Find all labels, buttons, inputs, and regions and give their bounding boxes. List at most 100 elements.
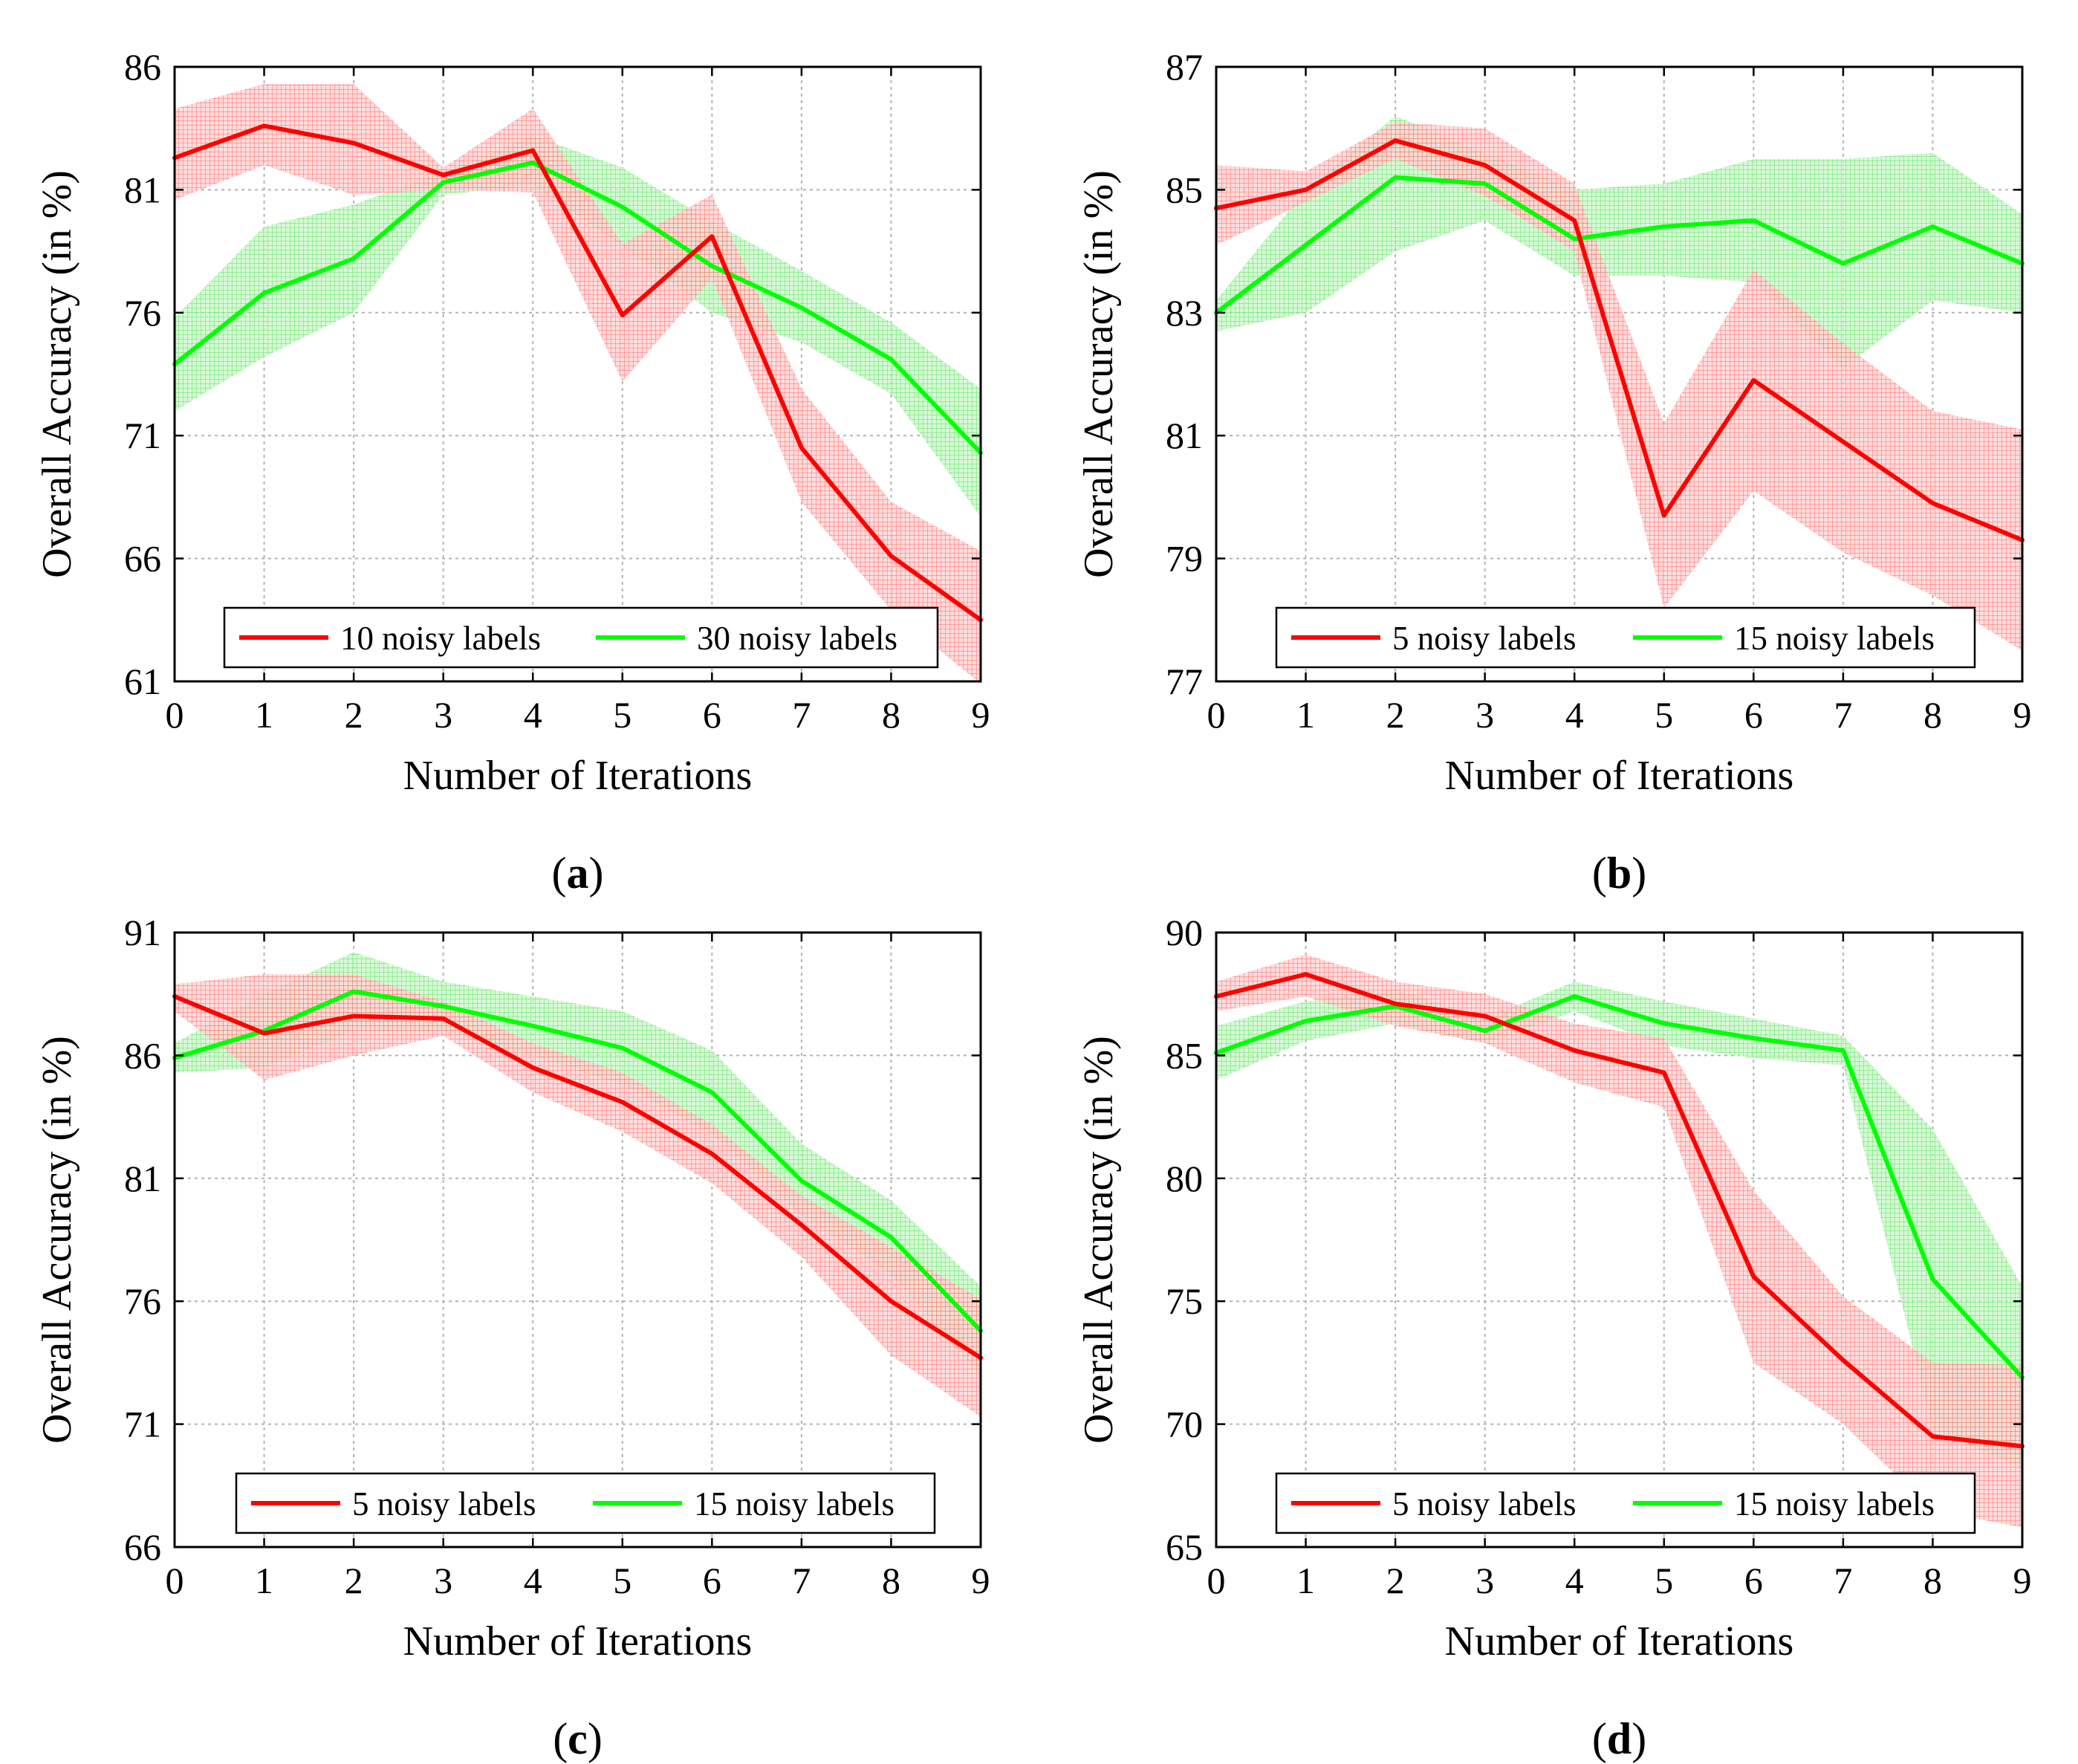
legend-label: 30 noisy labels	[697, 620, 897, 657]
x-tick-label: 8	[882, 1560, 900, 1601]
y-tick-label: 70	[1166, 1404, 1203, 1445]
x-tick-label: 9	[2013, 1560, 2032, 1601]
x-tick-label: 0	[1207, 694, 1226, 736]
y-axis-label: Overall Accuracy (in %)	[1076, 1036, 1122, 1444]
x-tick-label: 8	[1923, 1560, 1942, 1601]
y-tick-label: 86	[124, 46, 161, 88]
chart-panel-b: 0 1 2 3 4 5 6 7 8 9 77 79 81 83 85 87 Number of Iteratio…	[1076, 46, 2032, 898]
x-tick-label: 0	[166, 1560, 184, 1601]
legend-label: 5 noisy labels	[1392, 1485, 1576, 1523]
x-tick-label: 0	[166, 694, 184, 736]
axes-frame	[1215, 65, 2024, 683]
x-tick-label: 3	[434, 1560, 452, 1601]
y-tick-label: 61	[124, 661, 161, 702]
y-axis-label: Overall Accuracy (in %)	[1076, 170, 1122, 578]
x-axis-label: Number of Iterations	[1445, 1618, 1794, 1664]
y-tick-label: 81	[124, 1158, 161, 1199]
series-line-green	[1214, 994, 2025, 1380]
x-axis-label: Number of Iterations	[403, 1618, 753, 1664]
y-tick-label: 76	[124, 1280, 161, 1322]
x-tick-label: 3	[1475, 1560, 1494, 1601]
x-tick-label: 6	[703, 694, 721, 736]
series-line-red	[1214, 972, 2025, 1449]
confidence-band-red	[175, 974, 981, 1417]
x-tick-label: 5	[1655, 1560, 1673, 1601]
axes-frame	[173, 931, 982, 1549]
y-tick-label: 66	[124, 538, 161, 580]
y-tick-label: 90	[1166, 912, 1203, 953]
x-tick-label: 9	[972, 694, 990, 736]
y-tick-label: 75	[1166, 1280, 1203, 1322]
y-tick-label: 76	[124, 292, 161, 334]
x-tick-label: 1	[255, 694, 273, 736]
x-tick-label: 7	[792, 1560, 811, 1601]
x-tick-label: 2	[1386, 694, 1405, 736]
x-tick-label: 2	[1386, 1560, 1405, 1601]
x-tick-label: 1	[1296, 694, 1315, 736]
legend-box	[1275, 1472, 1976, 1534]
x-tick-label: 1	[1296, 1560, 1315, 1601]
panel-label: (b)	[1592, 849, 1646, 898]
panel-label: (a)	[552, 849, 604, 898]
chart-panel-d: 0 1 2 3 4 5 6 7 8 9 65 70 75 80 85 90 Number of Iteratio…	[1076, 912, 2032, 1763]
series-line-green	[172, 160, 983, 455]
y-tick-label: 80	[1166, 1158, 1203, 1199]
chart-panel-c: 0 1 2 3 4 5 6 7 8 9 66 71 76 81 86 91 Number of Iteratio…	[34, 912, 990, 1763]
confidence-band-red	[175, 84, 981, 684]
panel-label: (d)	[1592, 1714, 1646, 1763]
axes-frame	[1215, 931, 2024, 1549]
series-line-red	[172, 994, 983, 1361]
x-tick-label: 6	[703, 1560, 721, 1601]
x-tick-label: 6	[1744, 1560, 1763, 1601]
confidence-band-green	[175, 135, 981, 517]
y-tick-label: 81	[124, 169, 161, 210]
x-tick-label: 4	[1565, 694, 1584, 736]
x-tick-label: 5	[613, 1560, 631, 1601]
x-tick-label: 6	[1744, 694, 1763, 736]
series-line-red	[1214, 138, 2025, 542]
x-tick-label: 9	[972, 1560, 990, 1601]
y-tick-label: 85	[1166, 169, 1203, 210]
y-tick-label: 81	[1166, 415, 1203, 456]
y-tick-label: 87	[1166, 46, 1203, 88]
series-line-green	[172, 989, 983, 1333]
x-tick-label: 4	[524, 1560, 542, 1601]
series-line-green	[1214, 175, 2025, 315]
y-tick-label: 66	[124, 1526, 161, 1568]
x-tick-label: 1	[255, 1560, 273, 1601]
y-tick-label: 85	[1166, 1034, 1203, 1076]
x-tick-label: 8	[1923, 694, 1942, 736]
legend: 5 noisy labels 15 noisy labels	[1275, 606, 1976, 669]
y-tick-label: 79	[1166, 538, 1203, 580]
legend: 5 noisy labels 15 noisy labels	[235, 1472, 936, 1534]
confidence-band-red	[1216, 954, 2022, 1528]
x-tick-label: 7	[1834, 694, 1852, 736]
legend: 5 noisy labels 15 noisy labels	[1275, 1472, 1976, 1534]
x-tick-label: 8	[882, 694, 900, 736]
legend-label: 5 noisy labels	[1392, 620, 1576, 657]
x-tick-label: 5	[1655, 694, 1673, 736]
y-tick-label: 86	[124, 1034, 161, 1076]
confidence-band-red	[1216, 122, 2022, 651]
panel-label: (c)	[553, 1714, 603, 1763]
legend-label: 15 noisy labels	[694, 1485, 894, 1523]
x-axis-label: Number of Iterations	[1445, 753, 1794, 799]
y-tick-label: 77	[1166, 661, 1203, 702]
x-tick-label: 4	[1565, 1560, 1584, 1601]
y-tick-label: 71	[124, 1404, 161, 1445]
legend: 10 noisy labels 30 noisy labels	[223, 606, 939, 669]
legend-label: 15 noisy labels	[1734, 620, 1935, 657]
axes-frame	[173, 65, 982, 683]
x-tick-label: 2	[345, 1560, 363, 1601]
legend-box	[1275, 606, 1976, 669]
y-tick-label: 65	[1166, 1526, 1203, 1568]
x-tick-label: 4	[524, 694, 542, 736]
chart-panel-a: 0 1 2 3 4 5 6 7 8 9 61 66 71 76 81 86 Number of Iteratio…	[34, 46, 990, 898]
legend-label: 5 noisy labels	[352, 1485, 536, 1523]
y-tick-label: 83	[1166, 292, 1203, 334]
x-axis-label: Number of Iterations	[403, 753, 753, 799]
x-tick-label: 3	[434, 694, 452, 736]
x-tick-label: 2	[345, 694, 363, 736]
legend-label: 15 noisy labels	[1734, 1485, 1935, 1523]
